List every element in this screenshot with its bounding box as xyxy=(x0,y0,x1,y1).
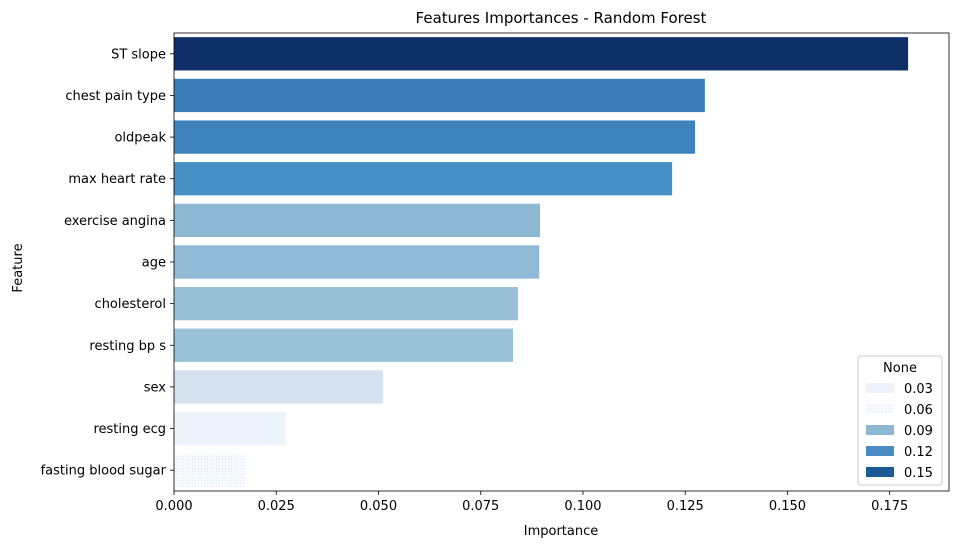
x-tick-label: 0.150 xyxy=(769,499,806,514)
x-tick-label: 0.050 xyxy=(360,499,397,514)
x-tick-label: 0.100 xyxy=(564,499,601,514)
y-tick-label: age xyxy=(142,256,166,271)
axes-layer: ST slope chest pain type oldpeak max heart … xyxy=(41,32,950,514)
y-tick-label: resting ecg xyxy=(93,422,166,437)
y-tick-label: oldpeak xyxy=(114,131,166,146)
legend-swatch xyxy=(866,425,894,435)
bar-sex xyxy=(174,370,383,404)
x-tick-label: 0.000 xyxy=(155,499,192,514)
y-axis-title: Feature xyxy=(11,243,26,292)
legend-swatch xyxy=(866,446,894,456)
bar-age xyxy=(174,245,540,279)
y-tick-label: exercise angina xyxy=(64,214,166,229)
legend-label: 0.06 xyxy=(904,403,933,418)
legend-label: 0.12 xyxy=(904,445,933,460)
x-tick-label: 0.025 xyxy=(258,499,295,514)
plot-frame xyxy=(173,32,950,492)
legend-label: 0.15 xyxy=(904,466,933,481)
legend-swatch xyxy=(866,404,894,414)
legend-label: 0.09 xyxy=(904,424,933,439)
bar-cholesterol xyxy=(174,286,518,321)
x-tick-label: 0.125 xyxy=(667,499,704,514)
bar-ST-slope xyxy=(174,37,909,71)
x-tick-label: 0.075 xyxy=(462,499,499,514)
bar-max-heart-rate xyxy=(174,162,673,196)
x-axis-title: Importance xyxy=(524,524,599,539)
y-tick-label: ST slope xyxy=(111,47,166,62)
bar-chest-pain-type xyxy=(174,78,705,113)
bar-exercise-angina xyxy=(174,203,541,238)
bar-resting-ecg xyxy=(174,411,286,446)
chart-title: Features Importances - Random Forest xyxy=(416,9,707,27)
y-tick-label: resting bp s xyxy=(89,339,166,354)
bar-oldpeak xyxy=(174,120,696,154)
legend-swatch xyxy=(866,383,894,393)
bar-fasting-blood-sugar xyxy=(174,453,246,487)
y-tick-label: max heart rate xyxy=(68,172,166,187)
bar-resting-bp-s xyxy=(174,328,514,362)
bars-layer xyxy=(174,37,909,487)
x-tick-label: 0.175 xyxy=(871,499,908,514)
legend-swatch xyxy=(866,467,894,477)
y-tick-label: fasting blood sugar xyxy=(41,464,167,479)
y-tick-label: cholesterol xyxy=(95,297,166,312)
y-tick-label: chest pain type xyxy=(65,89,166,104)
legend-title: None xyxy=(883,361,917,376)
legend-label: 0.03 xyxy=(904,382,933,397)
y-tick-label: sex xyxy=(144,380,167,395)
legend: None 0.03 0.06 0.09 0.12 0.15 xyxy=(857,355,943,486)
